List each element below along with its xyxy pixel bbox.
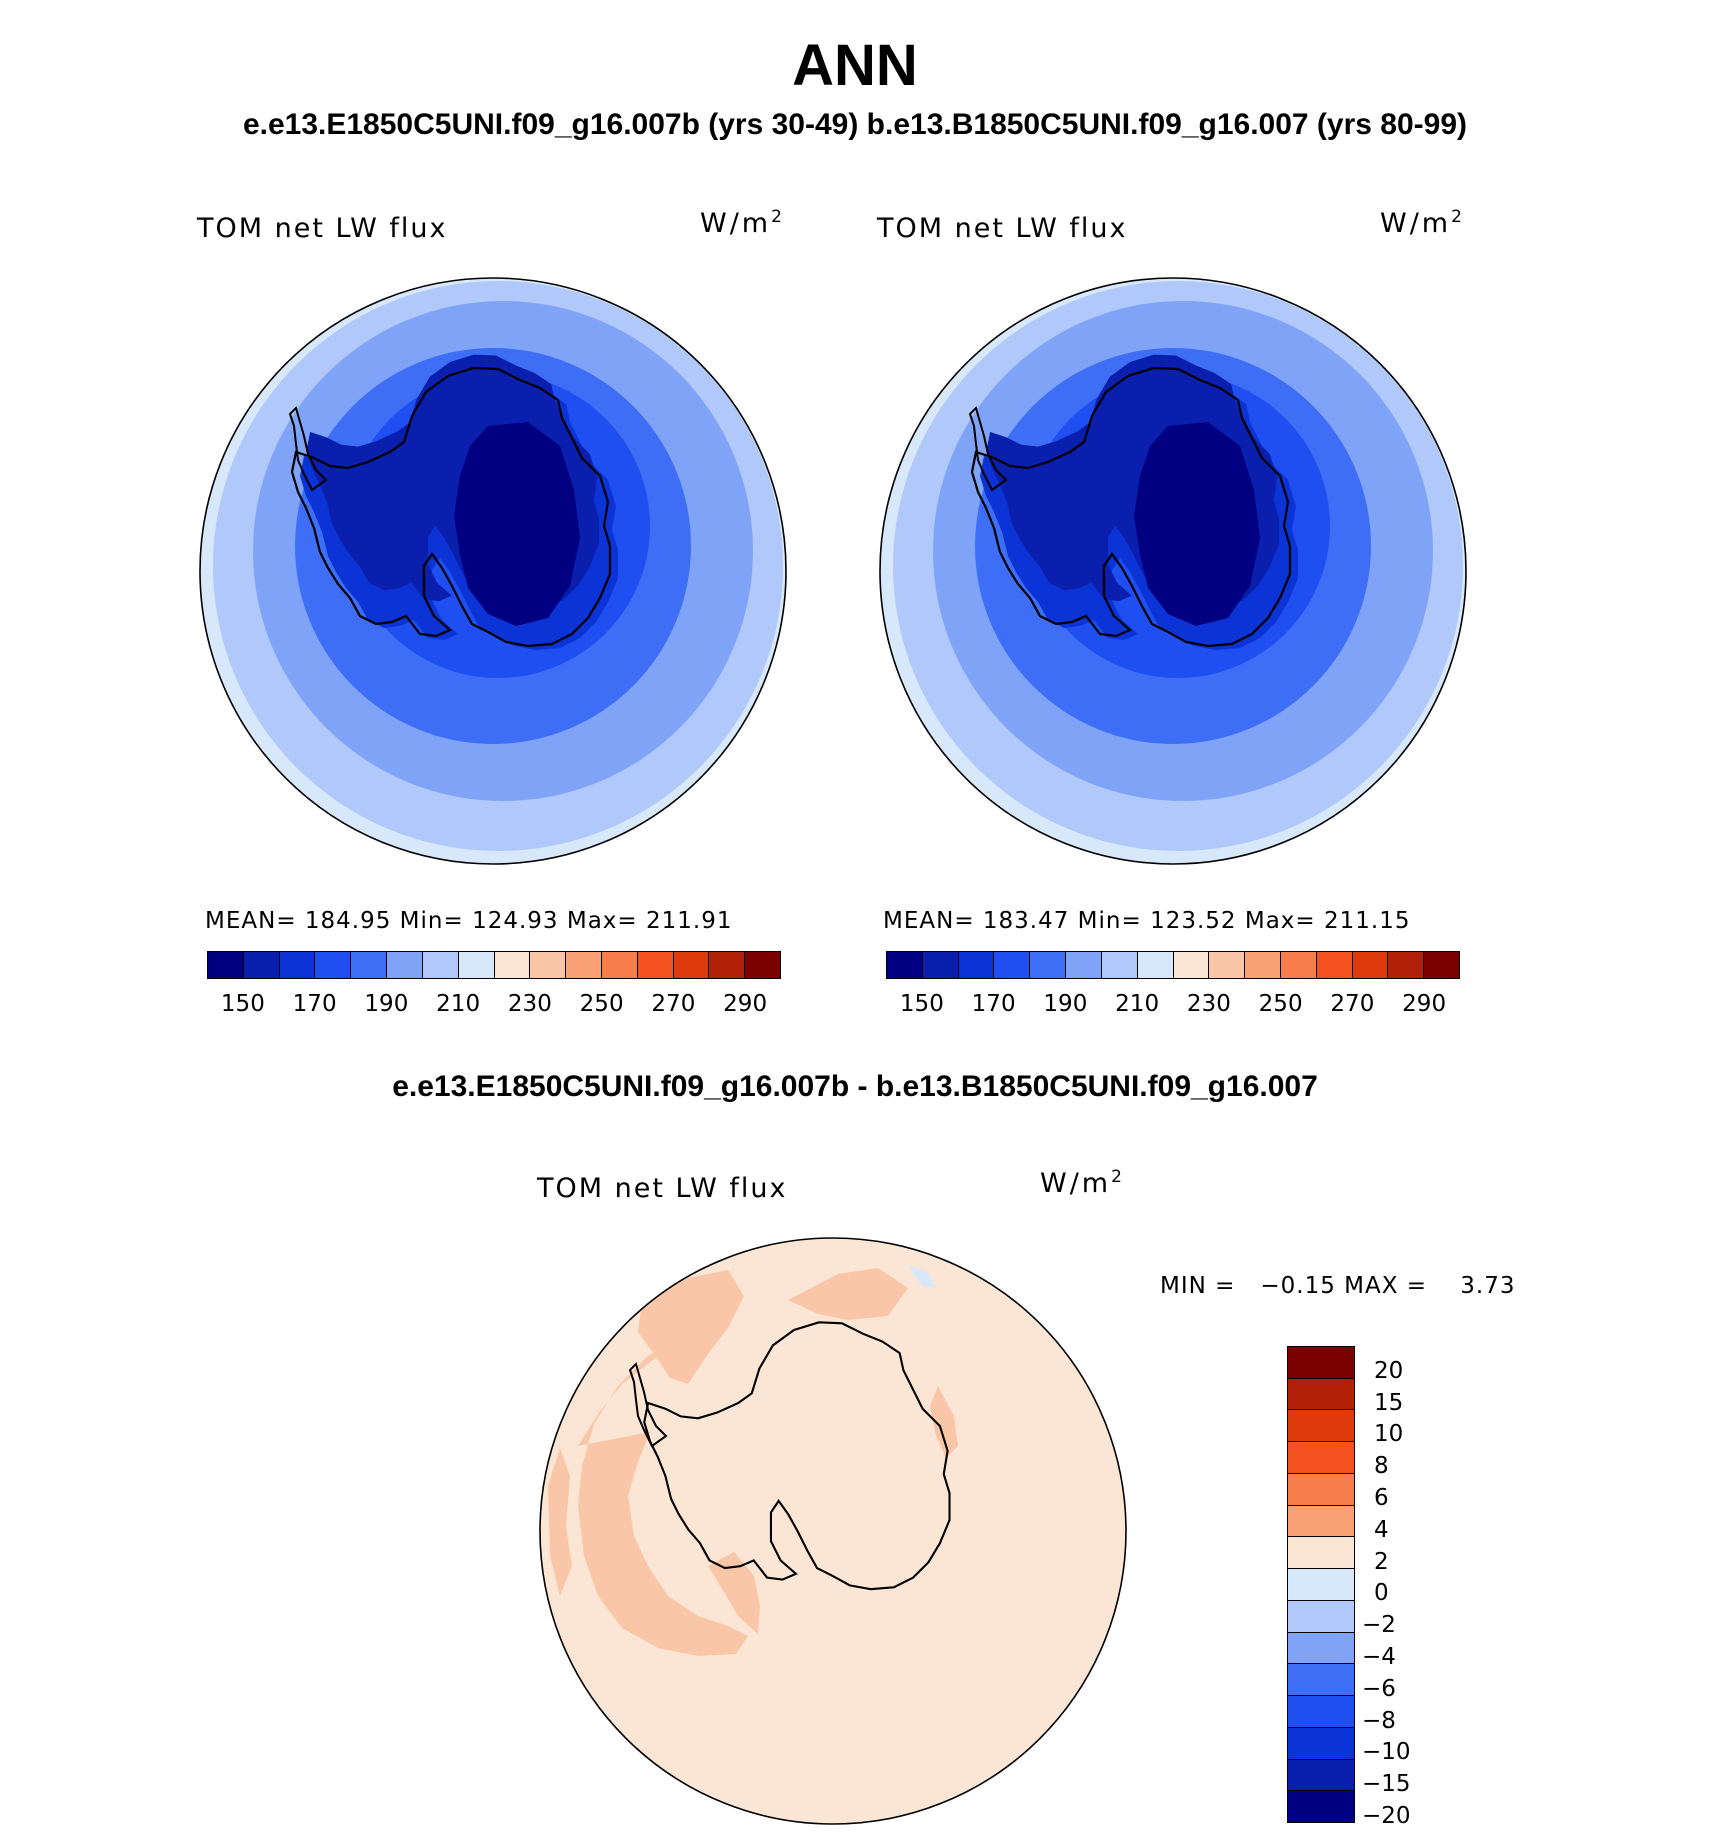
colorbar-tick-label: 0 [1374,1580,1389,1607]
panel1-units: W/m2 [700,207,782,239]
colorbar-tick-label: 190 [1043,991,1088,1017]
page-title: ANN [792,33,918,98]
colorbar-swatch [1288,1664,1354,1697]
panel1-polar-map [199,277,787,865]
colorbar-tick-label: 20 [1374,1357,1404,1384]
colorbar-swatch [1137,952,1174,978]
difference-polar-map [539,1237,1127,1825]
colorbar-swatch [1288,1759,1354,1792]
colorbar-swatch [1352,952,1389,978]
colorbar-tick-label: 6 [1374,1485,1389,1511]
colorbar-swatch [994,952,1031,978]
colorbar-swatch [1288,1727,1354,1760]
colorbar-tick-label: −10 [1362,1739,1411,1766]
panel2-colorbar [886,951,1460,979]
colorbar-swatch [208,952,244,978]
case-comparison-subtitle: e.e13.E1850C5UNI.f09_g16.007b (yrs 30-49… [242,108,1468,141]
difference-title: e.e13.E1850C5UNI.f09_g16.007b - b.e13.B1… [392,1070,1318,1103]
colorbar-swatch [1424,952,1459,978]
colorbar-swatch [1173,952,1210,978]
colorbar-tick-label: 2 [1374,1548,1389,1575]
colorbar-swatch [601,952,638,978]
colorbar-tick-label: 270 [651,991,696,1017]
colorbar-tick-label: −20 [1362,1803,1411,1829]
colorbar-swatch [1245,952,1281,978]
panel2-polar-map [879,277,1467,865]
colorbar-tick-label: −4 [1362,1644,1396,1670]
colorbar-swatch [745,952,780,978]
colorbar-tick-label: 210 [1115,991,1160,1017]
diff-colorbar [1287,1346,1355,1823]
colorbar-swatch [494,952,531,978]
colorbar-swatch [1288,1505,1354,1538]
colorbar-swatch [422,952,459,978]
colorbar-tick-label: 290 [723,991,768,1017]
colorbar-tick-label: 250 [579,991,624,1017]
colorbar-swatch [530,952,567,978]
colorbar-tick-label: 230 [507,991,552,1017]
colorbar-swatch [1288,1442,1354,1474]
colorbar-swatch [351,952,388,978]
colorbar-swatch [673,952,710,978]
colorbar-swatch [315,952,352,978]
colorbar-tick-label: 230 [1186,991,1231,1017]
colorbar-tick-label: 190 [364,991,409,1017]
colorbar-tick-label: 170 [971,991,1016,1017]
colorbar-swatch [1209,952,1246,978]
colorbar-swatch [709,952,746,978]
colorbar-swatch [958,952,995,978]
colorbar-tick-label: −6 [1362,1675,1396,1702]
colorbar-swatch [1288,1378,1354,1411]
panel2-variable-label: TOM net LW flux [877,213,1128,244]
panel1-colorbar [207,951,781,979]
colorbar-tick-label: 290 [1402,991,1447,1017]
colorbar-swatch [1280,952,1317,978]
colorbar-swatch [1288,1537,1354,1570]
panel1-variable-label: TOM net LW flux [197,213,448,244]
colorbar-swatch [1288,1791,1354,1823]
colorbar-tick-label: −2 [1362,1612,1396,1639]
colorbar-swatch [887,952,923,978]
colorbar-tick-label: 4 [1374,1516,1389,1543]
colorbar-swatch [1288,1600,1354,1633]
colorbar-tick-label: 150 [899,991,944,1017]
colorbar-swatch [637,952,674,978]
diff-variable-label: TOM net LW flux [537,1173,788,1204]
colorbar-tick-label: −15 [1362,1771,1411,1798]
colorbar-swatch [387,952,423,978]
colorbar-tick-label: 270 [1330,991,1375,1017]
colorbar-tick-label: 10 [1374,1421,1404,1448]
colorbar-tick-label: 210 [436,991,481,1017]
colorbar-swatch [458,952,495,978]
colorbar-swatch [1288,1696,1354,1728]
panel2-units: W/m2 [1380,207,1462,239]
colorbar-swatch [1030,952,1067,978]
colorbar-swatch [1066,952,1102,978]
colorbar-tick-label: 170 [292,991,337,1017]
colorbar-swatch [1288,1410,1354,1443]
colorbar-swatch [1388,952,1425,978]
panel1-stats: MEAN= 184.95 Min= 124.93 Max= 211.91 [205,908,733,934]
colorbar-tick-label: 250 [1258,991,1303,1017]
colorbar-tick-label: 8 [1374,1453,1389,1480]
colorbar-swatch [1288,1347,1354,1379]
colorbar-swatch [243,952,280,978]
colorbar-swatch [922,952,959,978]
colorbar-swatch [1101,952,1138,978]
colorbar-swatch [1316,952,1353,978]
colorbar-swatch [1288,1632,1354,1665]
diff-units: W/m2 [1040,1167,1122,1199]
colorbar-tick-label: −8 [1362,1707,1396,1734]
colorbar-tick-label: 15 [1374,1389,1404,1416]
colorbar-swatch [566,952,602,978]
colorbar-swatch [1288,1569,1354,1601]
colorbar-tick-label: 150 [220,991,265,1017]
colorbar-swatch [1288,1473,1354,1506]
panel2-stats: MEAN= 183.47 Min= 123.52 Max= 211.15 [883,908,1411,934]
colorbar-swatch [279,952,316,978]
diff-minmax: MIN = −0.15 MAX = 3.73 [1160,1273,1516,1299]
